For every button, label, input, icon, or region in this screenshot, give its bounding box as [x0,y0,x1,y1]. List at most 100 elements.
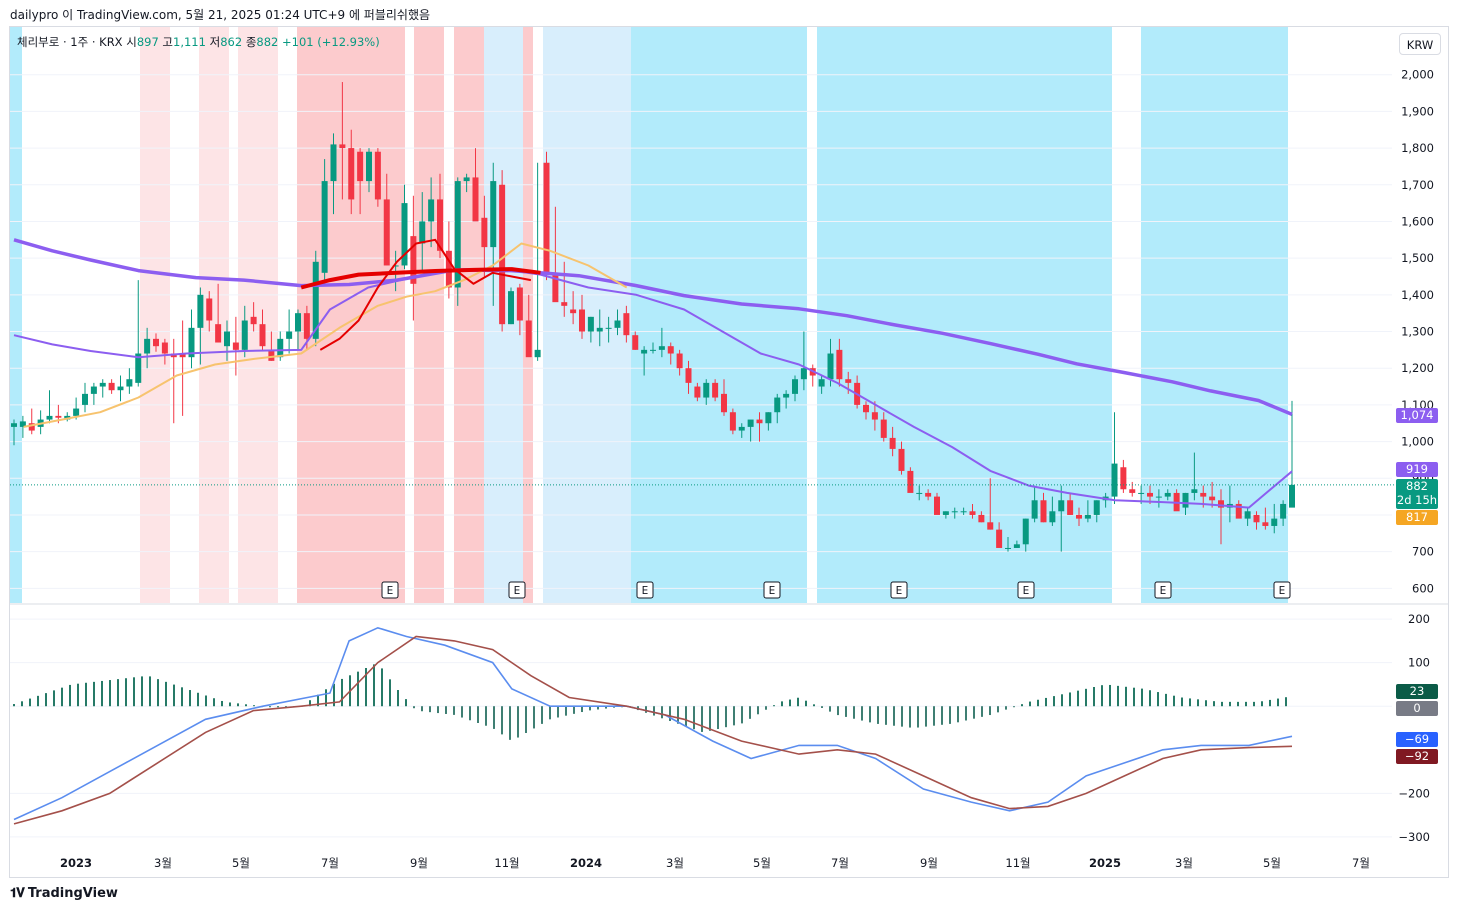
candle-body [144,338,151,354]
macd-histogram-bar [237,703,239,707]
earnings-marker [508,581,526,599]
macd-histogram-bar [485,706,487,726]
candle-body [206,298,213,321]
macd-histogram-bar [989,706,991,716]
earnings-marker [1154,581,1172,599]
macd-histogram-bar [325,689,327,707]
macd-histogram-bar [165,681,167,707]
candle-body [1013,544,1020,548]
macd-histogram-bar [213,698,215,707]
candle-body [880,419,887,438]
macd-histogram-bar [885,706,887,725]
candle-body [135,353,142,383]
candle-body [268,349,275,361]
macd-histogram-bar [309,700,311,707]
candle-body [1191,489,1198,493]
candle-body [685,368,692,383]
macd-histogram-bar [749,706,751,719]
candle-body [525,320,532,358]
macd-histogram-bar [1053,696,1055,707]
candle-body [108,382,115,391]
candle-body [774,397,781,413]
macd-histogram-bar [125,678,127,707]
macd-histogram-bar [413,706,415,709]
macd-histogram-bar [381,668,383,707]
macd-histogram-bar [21,701,23,707]
candle-body [951,511,958,513]
candle-body [1253,514,1260,523]
x-tick-label: 7월 [831,856,849,870]
macd-y-tick-label: 100 [1408,656,1430,670]
session-band [140,27,170,603]
earnings-marker-label: E [642,585,649,597]
candle-body [161,342,168,354]
macd-line-badge: −69 [1396,732,1438,747]
macd-histogram-bar [821,706,823,708]
macd-histogram-bar [1069,692,1071,707]
candle-body [28,423,35,431]
macd-histogram-bar [1245,701,1247,707]
candle-body [410,236,417,284]
macd-histogram-bar [797,697,799,707]
macd-histogram-bar [189,690,191,707]
macd-histogram-bar [501,706,503,735]
macd-histogram-bar [1237,701,1239,707]
x-tick-label: 11월 [494,856,519,870]
macd-histogram-bar [205,695,207,707]
macd-histogram-bar [893,706,895,726]
candle-body [277,338,284,358]
candle-body [738,426,745,431]
ma-long-badge: 1,074 [1396,408,1438,423]
legend-symbol: 체리부로 · 1주 · KRX [17,35,123,49]
x-tick-label: 2024 [570,856,602,870]
currency-button[interactable]: KRW [1399,33,1441,55]
candle-body [19,421,26,427]
session-band [238,27,278,603]
tradingview-brand[interactable]: 𝟏𝐕 TradingView [10,886,118,901]
macd-histogram-bar [77,683,79,707]
macd-histogram-bar [565,706,567,716]
earnings-marker-label: E [1279,585,1286,597]
macd-histogram-bar [877,706,879,724]
macd-y-tick-label: −300 [1398,830,1430,844]
macd-histogram-bar [197,692,199,707]
candle-body [960,511,967,513]
candle-body [756,419,763,424]
candle-body [321,181,328,273]
macd-histogram-bar [685,706,687,727]
moving-average-line [23,242,628,428]
ma-mid-badge: 919 [1396,462,1438,477]
earnings-marker-label: E [1023,585,1030,597]
candle-body [534,349,541,358]
x-tick-label: 5월 [232,856,250,870]
candle-body [898,448,905,471]
macd-histogram-bar [29,698,31,707]
macd-histogram-bar [549,706,551,720]
macd-histogram-bar [461,706,463,718]
earnings-marker-label: E [769,585,776,597]
candle-body [1147,492,1153,497]
chart-frame [9,26,1449,878]
legend-low-label: 저 [209,35,221,49]
candle-body [1182,492,1189,508]
macd-histogram-bar [221,700,223,707]
earnings-marker [1273,581,1291,599]
macd-histogram-bar [469,706,471,721]
candle-body [250,316,257,325]
candle-body [561,302,568,306]
candle-body [934,496,940,515]
candle-body [1271,518,1278,526]
macd-histogram-bar [653,706,655,716]
macd-histogram-bar [117,679,119,707]
macd-histogram-bar [477,706,479,723]
macd-histogram-bar [1269,699,1271,707]
candle-body [721,393,727,413]
macd-histogram-bar [109,680,111,707]
macd-histogram-bar [1205,700,1207,707]
candle-body [596,327,603,332]
last-price: 882 [1406,479,1428,493]
moving-average-line [319,238,532,351]
macd-histogram-bar [661,706,663,719]
macd-histogram-bar [837,706,839,716]
